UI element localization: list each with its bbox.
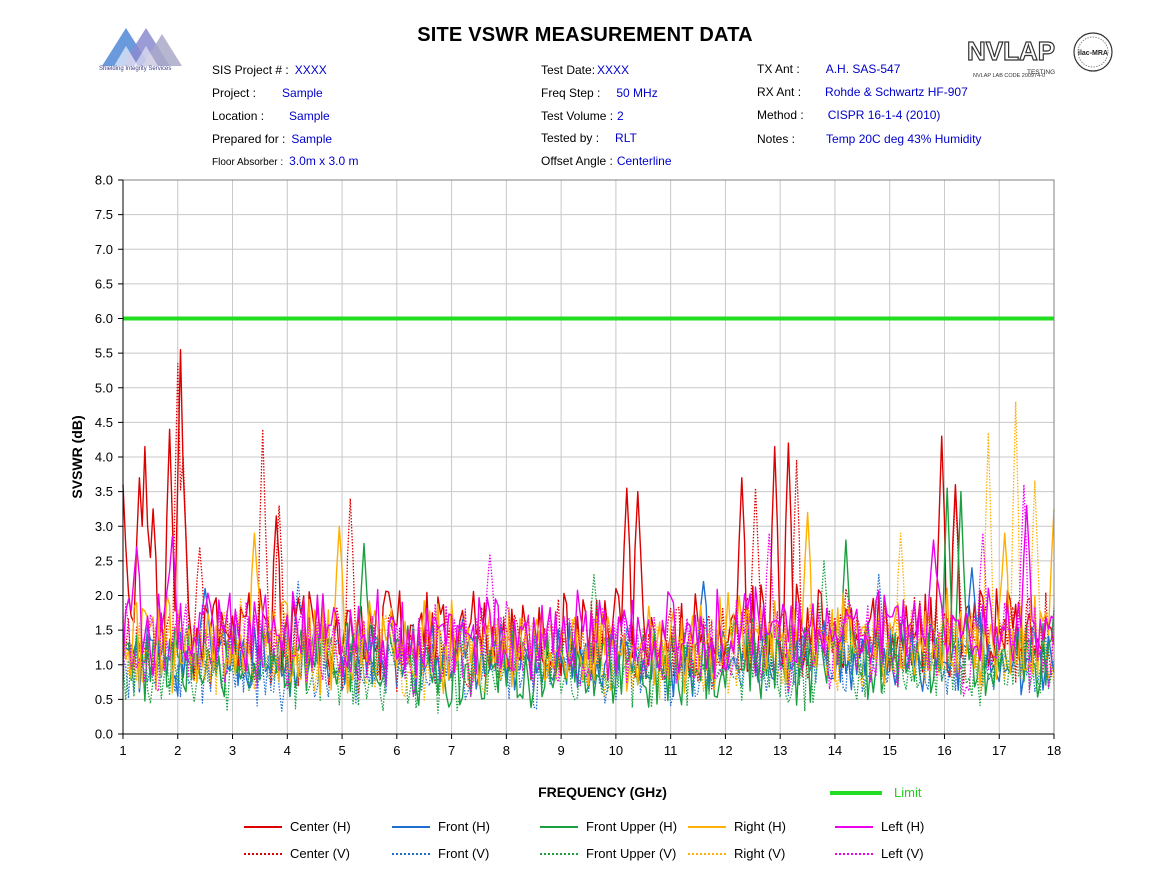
x-tick-label: 3 bbox=[229, 743, 236, 758]
info-floor-absorber: Floor Absorber :3.0m x 3.0 m bbox=[212, 154, 359, 168]
nvlap-logo: NVLAP TESTING ilac-MRA bbox=[966, 32, 1113, 76]
x-tick-label: 9 bbox=[558, 743, 565, 758]
y-tick-label: 0.0 bbox=[95, 727, 113, 742]
legend-swatch bbox=[392, 825, 430, 828]
nvlap-lab-code: NVLAP LAB CODE 200974-0 bbox=[973, 73, 1046, 79]
x-tick-label: 14 bbox=[828, 743, 842, 758]
legend-item: Left (V) bbox=[835, 846, 924, 861]
legend-swatch bbox=[540, 825, 578, 828]
legend-label: Right (V) bbox=[734, 846, 786, 861]
info-rx-ant: RX Ant : Rohde & Schwartz HF-907 bbox=[757, 85, 968, 99]
info-notes: Notes : Temp 20C deg 43% Humidity bbox=[757, 132, 982, 146]
x-tick-label: 4 bbox=[284, 743, 291, 758]
x-tick-label: 16 bbox=[937, 743, 951, 758]
y-tick-label: 1.0 bbox=[95, 657, 113, 672]
y-tick-label: 8.0 bbox=[95, 173, 113, 188]
info-offset-angle: Offset Angle : Centerline bbox=[541, 154, 672, 168]
x-tick-label: 6 bbox=[393, 743, 400, 758]
y-tick-label: 4.0 bbox=[95, 450, 113, 465]
legend-label: Left (H) bbox=[881, 819, 925, 834]
x-tick-label: 13 bbox=[773, 743, 787, 758]
info-sis-project: SIS Project # : XXXX bbox=[212, 63, 327, 77]
legend-label: Front (H) bbox=[438, 819, 490, 834]
y-tick-label: 4.5 bbox=[95, 415, 113, 430]
legend-item: Front (V) bbox=[392, 846, 489, 861]
legend-label: Front Upper (V) bbox=[586, 846, 677, 861]
series-left-v bbox=[122, 484, 1055, 698]
page-title: SITE VSWR MEASUREMENT DATA bbox=[417, 24, 753, 46]
info-project: Project : Sample bbox=[212, 86, 323, 100]
x-tick-label: 15 bbox=[882, 743, 896, 758]
legend-swatch bbox=[540, 852, 578, 855]
legend-swatch bbox=[688, 825, 726, 828]
y-tick-label: 0.5 bbox=[95, 692, 113, 707]
y-tick-label: 1.5 bbox=[95, 623, 113, 638]
info-tx-ant: TX Ant : A.H. SAS-547 bbox=[757, 62, 901, 76]
legend-item: Right (H) bbox=[688, 819, 786, 834]
x-tick-label: 2 bbox=[174, 743, 181, 758]
legend-label: Left (V) bbox=[881, 846, 924, 861]
x-tick-label: 10 bbox=[609, 743, 623, 758]
y-tick-label: 7.5 bbox=[95, 207, 113, 222]
nvlap-testing-text: TESTING bbox=[1027, 69, 1055, 76]
legend-swatch bbox=[244, 852, 282, 855]
series-right-v bbox=[122, 400, 1055, 701]
y-tick-label: 6.5 bbox=[95, 276, 113, 291]
legend-label: Right (H) bbox=[734, 819, 787, 834]
nvlap-logo-text: NVLAP bbox=[967, 36, 1055, 66]
series-left-h bbox=[122, 504, 1055, 682]
legend-label: Front (V) bbox=[438, 846, 490, 861]
x-tick-label: 12 bbox=[718, 743, 732, 758]
y-tick-label: 6.0 bbox=[95, 311, 113, 326]
x-axis-title: FREQUENCY (GHz) bbox=[538, 784, 667, 800]
x-tick-label: 17 bbox=[992, 743, 1006, 758]
info-prepared-for: Prepared for : Sample bbox=[212, 132, 333, 146]
legend-item: Right (V) bbox=[688, 846, 785, 861]
legend-item: Front Upper (H) bbox=[540, 819, 677, 834]
legend-label: Front Upper (H) bbox=[586, 819, 678, 834]
x-tick-label: 18 bbox=[1047, 743, 1061, 758]
y-tick-label: 3.0 bbox=[95, 519, 113, 534]
shielding-integrity-logo bbox=[102, 28, 182, 66]
legend-swatch bbox=[244, 825, 282, 828]
legend-swatch bbox=[835, 825, 873, 828]
x-tick-label: 8 bbox=[503, 743, 510, 758]
legend-item: Left (H) bbox=[835, 819, 924, 834]
y-tick-label: 3.5 bbox=[95, 484, 113, 499]
info-test-date: Test Date: XXXX bbox=[541, 63, 630, 77]
legend-swatch bbox=[392, 852, 430, 855]
x-tick-label: 5 bbox=[338, 743, 345, 758]
legend-item: Front (H) bbox=[392, 819, 490, 834]
legend-label: Center (V) bbox=[290, 846, 350, 861]
legend-label: Center (H) bbox=[290, 819, 351, 834]
info-location: Location : Sample bbox=[212, 109, 330, 123]
legend-item: Center (H) bbox=[244, 819, 351, 834]
legend-limit: Limit bbox=[830, 785, 921, 800]
info-freq-step: Freq Step :50 MHz bbox=[541, 86, 658, 100]
y-tick-label: 7.0 bbox=[95, 242, 113, 257]
y-tick-label: 5.0 bbox=[95, 380, 113, 395]
y-tick-label: 5.5 bbox=[95, 346, 113, 361]
y-axis-title: SVSWR (dB) bbox=[69, 415, 85, 498]
legend-item: Front Upper (V) bbox=[540, 846, 676, 861]
logo-caption: Shielding Integrity Services bbox=[99, 66, 172, 72]
ilac-mra-text: ilac-MRA bbox=[1078, 50, 1108, 57]
x-tick-label: 1 bbox=[119, 743, 126, 758]
legend-swatch bbox=[688, 852, 726, 855]
info-method: Method : CISPR 16-1-4 (2010) bbox=[757, 108, 941, 122]
info-test-volume: Test Volume :2 bbox=[541, 109, 624, 123]
legend-swatch bbox=[835, 852, 873, 855]
y-tick-label: 2.0 bbox=[95, 588, 113, 603]
x-tick-label: 7 bbox=[448, 743, 455, 758]
legend-item: Center (V) bbox=[244, 846, 350, 861]
info-tested-by: Tested by : RLT bbox=[541, 131, 637, 145]
x-tick-label: 11 bbox=[664, 743, 678, 758]
y-tick-label: 2.5 bbox=[95, 553, 113, 568]
